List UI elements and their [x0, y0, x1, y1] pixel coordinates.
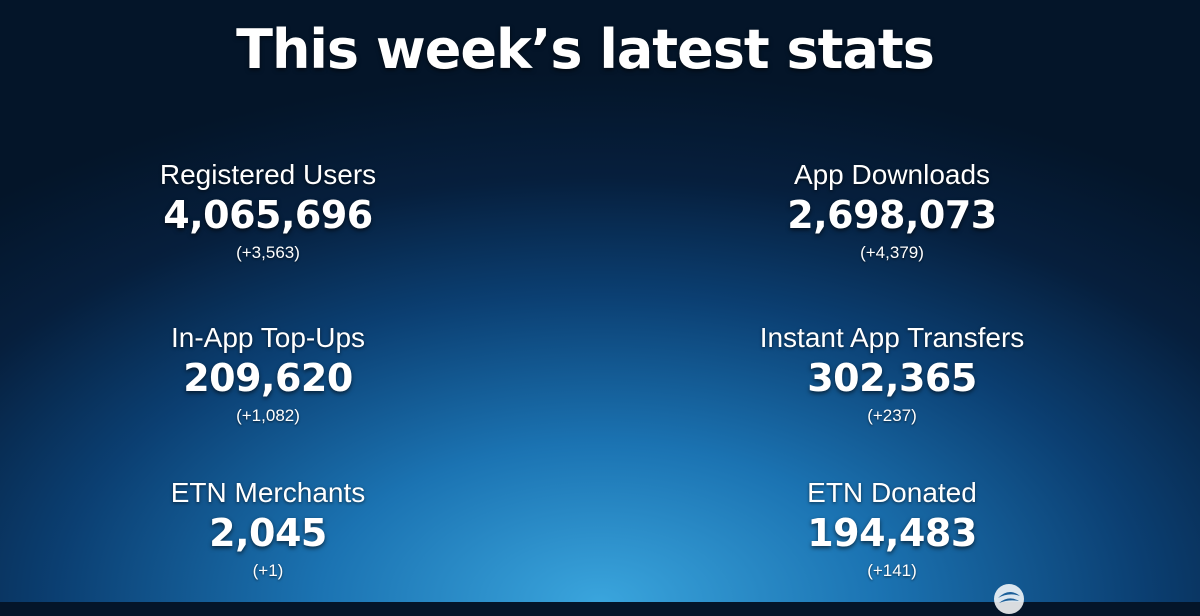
stat-value: 2,045	[209, 511, 327, 555]
stat-value: 302,365	[807, 356, 977, 400]
stat-change: (+1,082)	[236, 406, 300, 425]
stat-label: App Downloads	[793, 159, 991, 190]
stat-etn-donated: ETN Donated 194,483 (+141)	[652, 476, 1132, 586]
stat-label: ETN Donated	[807, 477, 977, 508]
stat-instant-app-transfers: Instant App Transfers 302,365 (+237)	[652, 321, 1132, 431]
stat-label: In-App Top-Ups	[170, 322, 366, 353]
stat-label: Registered Users	[159, 159, 377, 190]
stat-change: (+141)	[867, 561, 917, 580]
stat-change: (+1)	[252, 561, 284, 580]
stat-etn-merchants: ETN Merchants 2,045 (+1)	[28, 476, 508, 586]
stat-change: (+237)	[867, 406, 917, 425]
stat-label: ETN Merchants	[170, 477, 366, 508]
stat-value: 2,698,073	[787, 193, 997, 237]
stat-value: 4,065,696	[163, 193, 373, 237]
stat-change: (+3,563)	[236, 243, 300, 262]
stat-app-downloads: App Downloads 2,698,073 (+4,379)	[652, 158, 1132, 268]
stat-registered-users: Registered Users 4,065,696 (+3,563)	[28, 158, 508, 268]
stat-value: 194,483	[807, 511, 977, 555]
stat-label: Instant App Transfers	[759, 322, 1025, 353]
etn-logo-icon	[994, 584, 1024, 614]
page-title: This week’s latest stats	[236, 18, 935, 81]
stat-value: 209,620	[183, 356, 353, 400]
stat-change: (+4,379)	[860, 243, 924, 262]
stat-in-app-top-ups: In-App Top-Ups 209,620 (+1,082)	[28, 321, 508, 431]
